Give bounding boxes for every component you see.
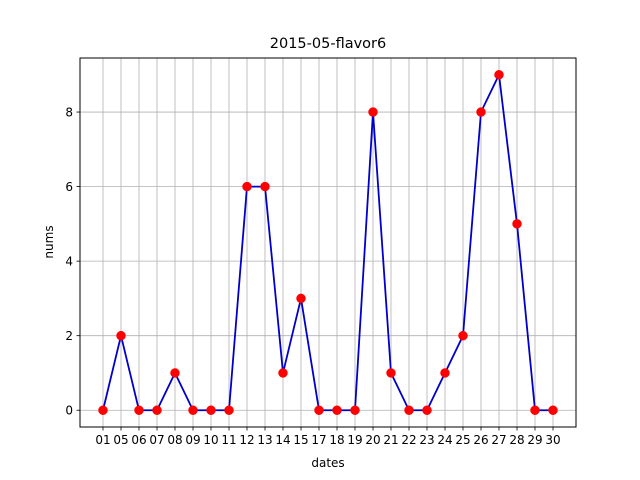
x-tick-label: 21 [383,433,398,447]
data-point [116,330,126,341]
data-point [494,70,504,80]
data-point [98,405,108,415]
data-point [278,368,288,378]
data-point [332,405,342,415]
x-tick-label: 28 [509,433,524,447]
x-tick-label: 24 [437,433,452,447]
data-point [422,405,432,415]
x-tick-label: 19 [347,433,362,447]
x-tick-label: 30 [545,433,560,447]
data-point [386,368,396,378]
x-tick-label: 13 [257,433,272,447]
y-tick-label: 4 [65,255,73,269]
x-tick-label: 07 [149,433,164,447]
x-tick-label: 06 [131,433,146,447]
data-point [350,405,360,415]
x-tick-label: 15 [293,433,308,447]
data-point [260,181,270,192]
data-point [476,107,486,117]
axis-ticks: 01 05 06 07 08 09 10 11 12 13 14 15 17 18 19 20 21 22 23 24… [65,106,560,447]
x-tick-label: 01 [95,433,110,447]
x-tick-label: 11 [221,433,236,447]
x-tick-label: 12 [239,433,254,447]
y-tick-label: 8 [65,106,73,120]
data-point [170,368,180,378]
x-tick-label: 09 [185,433,200,447]
x-tick-label: 20 [365,433,380,447]
x-tick-label: 14 [275,433,290,447]
data-point [314,405,324,415]
data-point [368,107,378,117]
x-tick-label: 10 [203,433,218,447]
plot-frame [79,57,577,428]
data-point [404,405,414,415]
data-point [242,181,252,192]
data-point [224,405,234,415]
series-layer [98,70,558,415]
chart-title: 2015-05-flavor6 [270,36,386,52]
x-tick-label: 27 [491,433,506,447]
y-tick-label: 6 [65,180,73,194]
y-tick-label: 0 [65,404,73,418]
series-line [102,73,553,412]
data-point [548,405,558,415]
x-tick-label: 23 [419,433,434,447]
data-point [512,219,522,229]
data-point [206,405,216,415]
y-axis-label: nums [42,225,56,258]
x-tick-label: 29 [527,433,542,447]
x-axis-label: dates [311,456,344,470]
data-point [440,368,450,378]
data-point [458,330,468,341]
grid [80,58,576,427]
data-point [188,405,198,415]
x-tick-label: 05 [113,433,128,447]
y-tick-label: 2 [65,329,73,343]
x-tick-label: 22 [401,433,416,447]
data-point [152,405,162,415]
data-point [296,293,306,304]
x-tick-label: 25 [455,433,470,447]
x-tick-label: 17 [311,433,326,447]
data-point [134,405,144,415]
x-tick-label: 08 [167,433,182,447]
data-point [530,405,540,415]
x-tick-label: 26 [473,433,488,447]
x-tick-label: 18 [329,433,344,447]
